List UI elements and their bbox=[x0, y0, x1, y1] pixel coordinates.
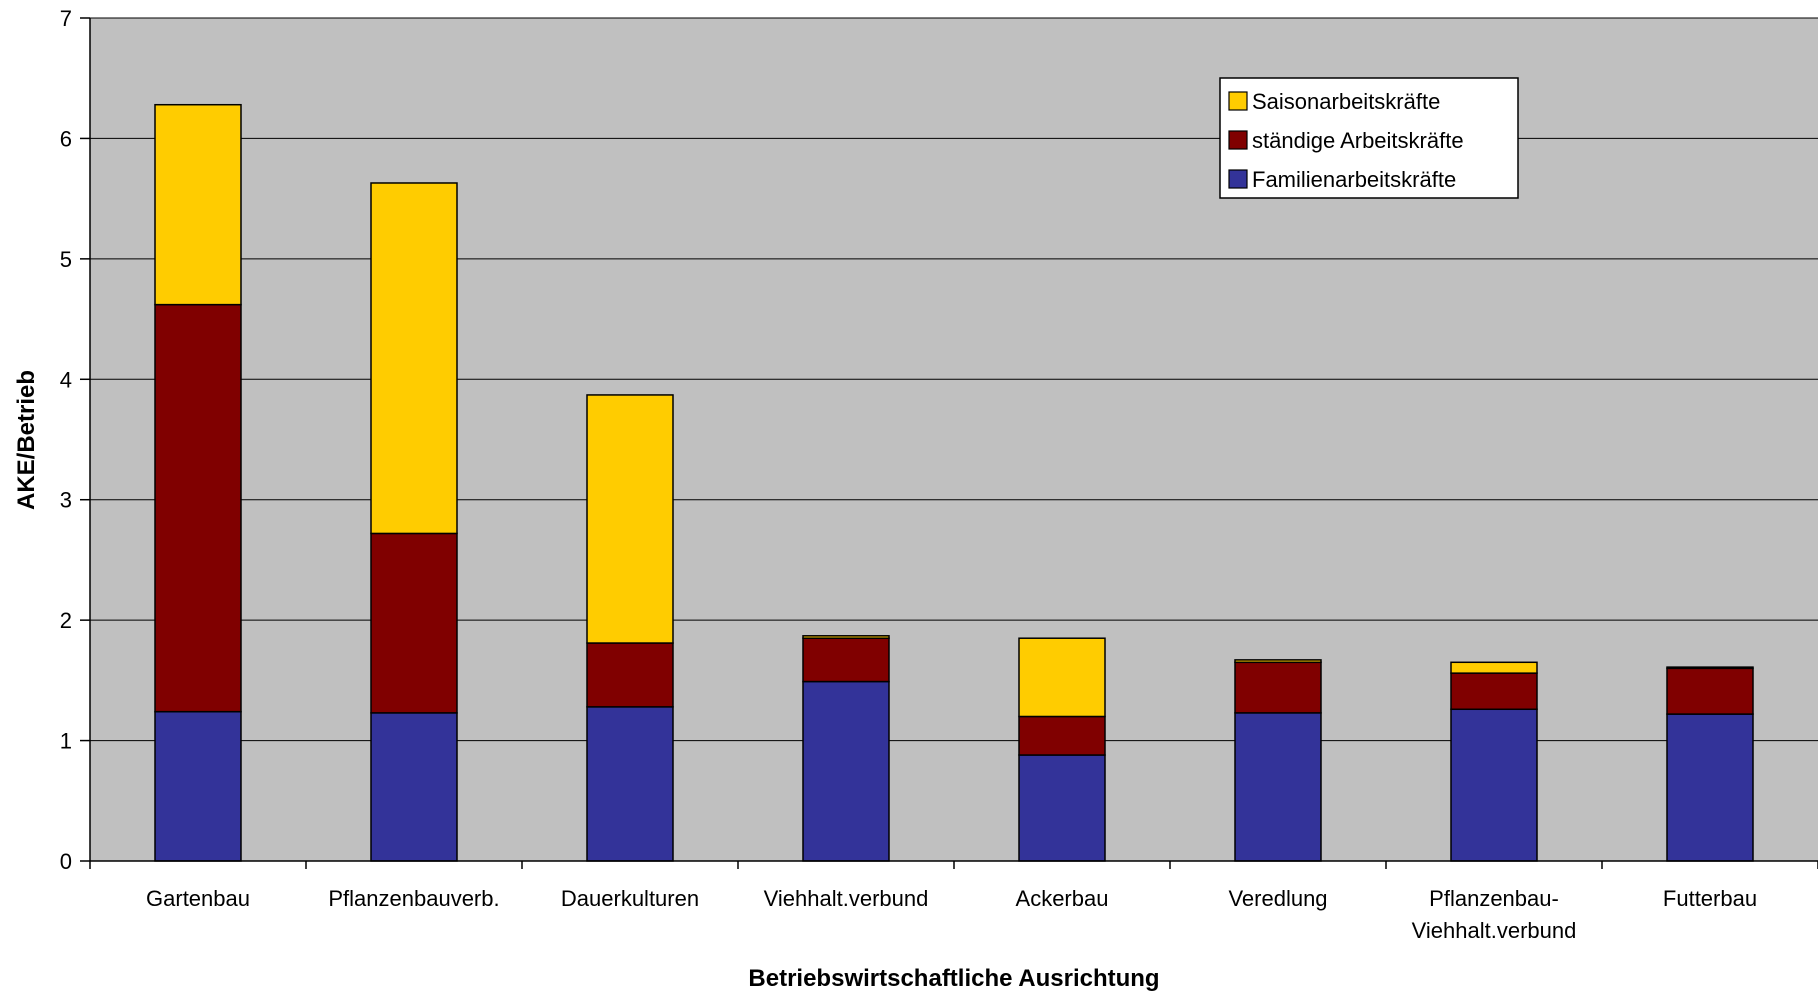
legend-box bbox=[1219, 77, 1519, 199]
bar-segment bbox=[586, 642, 674, 708]
bar-segment bbox=[1234, 712, 1322, 862]
x-tick-label: Pflanzenbauverb. bbox=[328, 886, 499, 911]
y-tick-label: 1 bbox=[60, 729, 72, 754]
bar-segment bbox=[802, 635, 890, 639]
x-tick-label: Futterbau bbox=[1663, 886, 1757, 911]
x-tick-labels: Gartenbau Pflanzenbauverb. Dauerkulturen Vi… bbox=[146, 886, 1757, 943]
x-tick-label: Veredlung bbox=[1228, 886, 1327, 911]
bar-segment bbox=[154, 103, 242, 306]
bar-segment bbox=[1666, 713, 1754, 862]
bars bbox=[154, 103, 1754, 862]
bar-segment bbox=[586, 394, 674, 644]
bar-segment bbox=[1234, 659, 1322, 664]
plot-area bbox=[90, 18, 1818, 861]
x-tick-label: Ackerbau bbox=[1016, 886, 1109, 911]
legend-swatch bbox=[1228, 91, 1248, 111]
x-tick-label: Gartenbau bbox=[146, 886, 250, 911]
legend-label: Saisonarbeitskräfte bbox=[1252, 89, 1440, 114]
x-tick-label: Viehhalt.verbund bbox=[1412, 918, 1577, 943]
y-tick-label: 3 bbox=[60, 488, 72, 513]
bar-segment bbox=[802, 637, 890, 683]
y-axis-title: AKE/Betrieb bbox=[13, 370, 40, 510]
x-axis-title: Betriebswirtschaftliche Ausrichtung bbox=[748, 965, 1159, 992]
bar-segment bbox=[1450, 661, 1538, 674]
y-tick-label: 2 bbox=[60, 608, 72, 633]
legend-swatch bbox=[1228, 130, 1248, 150]
bar-segment bbox=[154, 303, 242, 713]
x-tick-label: Dauerkulturen bbox=[561, 886, 699, 911]
legend-swatch bbox=[1228, 169, 1248, 189]
bar-segment bbox=[370, 182, 458, 535]
y-tick-label: 4 bbox=[60, 367, 72, 392]
bar-segment bbox=[370, 712, 458, 862]
bar-segment bbox=[1666, 667, 1754, 715]
bar-segment bbox=[1018, 637, 1106, 718]
y-tick-label: 5 bbox=[60, 247, 72, 272]
bar-segment bbox=[1450, 708, 1538, 862]
legend: Saisonarbeitskräfte ständige Arbeitskräft… bbox=[1219, 77, 1519, 199]
bar-segment bbox=[1666, 666, 1754, 670]
axes bbox=[80, 17, 1818, 869]
bar-segment bbox=[586, 706, 674, 862]
x-tick-label: Pflanzenbau- bbox=[1429, 886, 1559, 911]
y-tick-label: 7 bbox=[60, 6, 72, 31]
x-tick-label: Viehhalt.verbund bbox=[764, 886, 929, 911]
bar-segment bbox=[1018, 754, 1106, 862]
bar-segment bbox=[802, 680, 890, 862]
bar-segment bbox=[370, 532, 458, 714]
legend-label: Familienarbeitskräfte bbox=[1252, 167, 1456, 192]
bar-segment bbox=[154, 710, 242, 862]
bar-segment bbox=[1018, 715, 1106, 756]
y-tick-label: 6 bbox=[60, 126, 72, 151]
legend-label: ständige Arbeitskräfte bbox=[1252, 128, 1464, 153]
y-tick-labels: 0 1 2 3 4 5 6 7 bbox=[60, 6, 72, 874]
bar-segment bbox=[1450, 672, 1538, 711]
bar-segment bbox=[1234, 661, 1322, 714]
y-tick-label: 0 bbox=[60, 849, 72, 874]
